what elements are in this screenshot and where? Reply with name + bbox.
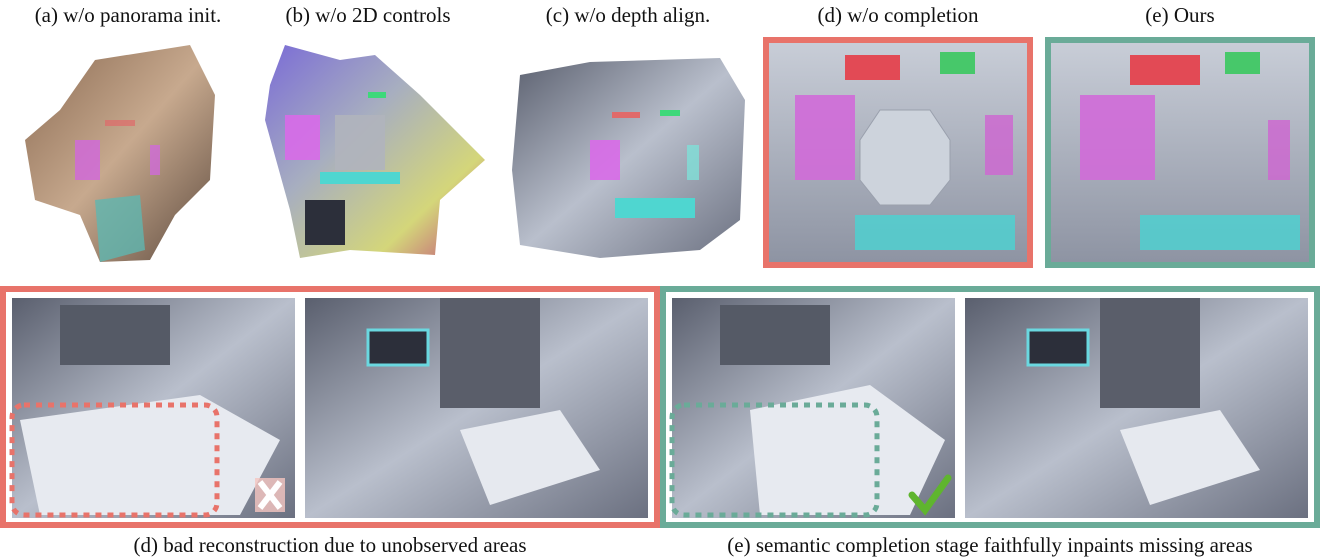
caption: (b) w/o 2D controls	[285, 3, 450, 27]
render-d	[766, 40, 1030, 265]
caption: (d) bad reconstruction due to unobserved…	[133, 533, 526, 557]
caption: (a) w/o panorama init.	[35, 3, 222, 27]
render-c	[512, 58, 745, 258]
render-b	[265, 45, 485, 258]
figure: (a) w/o panorama init. (b) w/o 2D contro…	[0, 0, 1320, 558]
panel-good	[663, 289, 1317, 525]
render-e	[1048, 40, 1312, 265]
caption: (e) semantic completion stage faithfully…	[727, 533, 1252, 557]
caption: (c) w/o depth align.	[546, 3, 710, 27]
caption: (e) Ours	[1145, 3, 1214, 27]
render-a	[25, 45, 215, 262]
caption: (d) w/o completion	[818, 3, 979, 27]
panel-bad	[3, 289, 657, 525]
